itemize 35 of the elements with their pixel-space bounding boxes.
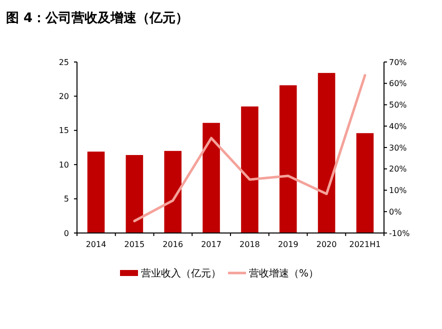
bar xyxy=(318,72,336,233)
y-tick-label: 25 xyxy=(58,58,69,67)
x-tick-label: 2021H1 xyxy=(349,240,381,249)
y2-tick-label: 40% xyxy=(389,122,408,131)
y-tick-label: 20 xyxy=(58,92,69,101)
chart-title: 图 4：公司营收及增速（亿元） xyxy=(6,10,189,26)
y-tick-label: 0 xyxy=(64,228,69,238)
y2-tick-label: 60% xyxy=(389,79,408,88)
bar xyxy=(279,85,297,233)
y2-tick-label: 0% xyxy=(389,207,402,216)
x-tick-label: 2015 xyxy=(124,240,145,249)
x-tick-label: 2016 xyxy=(162,240,184,249)
y2-tick-label: 70% xyxy=(389,58,408,67)
x-tick-label: 2017 xyxy=(201,240,222,249)
bar xyxy=(241,106,258,233)
legend-label: 营业收入（亿元） xyxy=(141,268,221,280)
x-tick-label: 2020 xyxy=(316,240,337,249)
bar xyxy=(202,122,220,233)
y-tick-label: 10 xyxy=(58,160,69,170)
bar xyxy=(87,152,105,233)
x-tick-label: 2018 xyxy=(240,240,260,249)
x-tick-label: 2014 xyxy=(86,240,106,249)
bar xyxy=(356,133,374,233)
legend-label: 营收增速（%） xyxy=(249,268,319,280)
line-series xyxy=(133,74,366,222)
y2-tick-label: -10% xyxy=(389,228,410,238)
y2-tick-label: 20% xyxy=(389,164,408,174)
y-tick-label: 15 xyxy=(58,126,69,136)
bar xyxy=(126,155,144,233)
x-tick-label: 2019 xyxy=(278,240,298,249)
y-tick-label: 5 xyxy=(64,194,69,204)
bar xyxy=(164,150,182,233)
y2-tick-label: 50% xyxy=(389,100,408,110)
y2-tick-label: 30% xyxy=(389,143,408,152)
y2-tick-label: 10% xyxy=(389,186,408,196)
